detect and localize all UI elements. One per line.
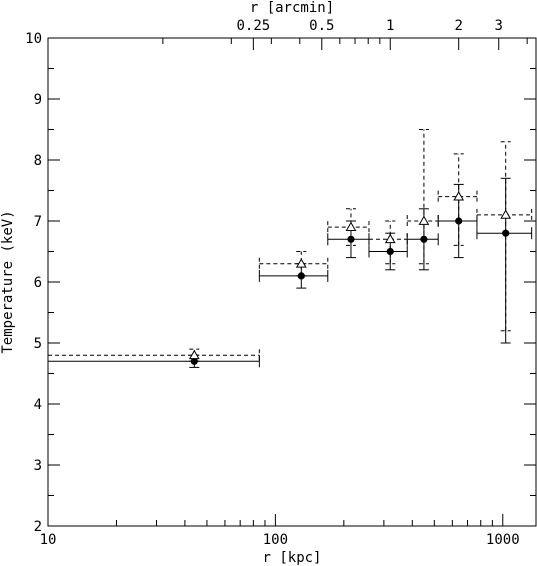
top-axis-title: r [arcmin] — [250, 0, 334, 16]
x-tick-label: 1000 — [486, 532, 520, 548]
y-tick-label: 7 — [34, 214, 42, 230]
y-tick-label: 4 — [34, 397, 42, 413]
y-tick-label: 3 — [34, 458, 42, 474]
series-1 — [47, 129, 533, 362]
y-axis-title: Temperature (keV) — [0, 210, 16, 353]
x2-tick-label: 0.25 — [236, 18, 270, 34]
data-point-triangle — [188, 349, 200, 360]
y-tick-label: 8 — [34, 153, 42, 169]
x-axis-title: r [kpc] — [262, 550, 321, 566]
x2-tick-label: 1 — [386, 18, 394, 34]
data-point-circle — [386, 247, 394, 256]
data-point-triangle — [295, 258, 307, 268]
tick-labels: 10 100 1000 0.25 0.5 1 2 3 2 3 4 5 6 7 8 9 10 — [25, 18, 519, 548]
data-point-circle — [502, 229, 510, 237]
plot-frame — [47, 37, 537, 527]
data-point-triangle — [500, 209, 512, 219]
y-tick-label: 10 — [25, 31, 42, 47]
y-tick-label: 2 — [34, 519, 42, 535]
data-point-triangle — [418, 215, 430, 225]
x-tick-label: 100 — [263, 532, 288, 548]
data-point-circle — [347, 235, 355, 243]
x2-tick-label: 3 — [495, 18, 503, 34]
y-tick-label: 5 — [34, 336, 42, 352]
x-tick-label: 10 — [40, 532, 57, 548]
data-series — [47, 129, 533, 368]
x2-tick-label: 0.5 — [309, 18, 334, 34]
y-tick-label: 6 — [34, 275, 42, 291]
y-tick-label: 9 — [34, 92, 42, 108]
data-point-triangle — [345, 221, 357, 231]
x2-tick-label: 2 — [454, 18, 462, 34]
data-point-triangle — [384, 233, 396, 244]
tick-marks — [47, 37, 536, 527]
data-point-triangle — [453, 191, 465, 201]
